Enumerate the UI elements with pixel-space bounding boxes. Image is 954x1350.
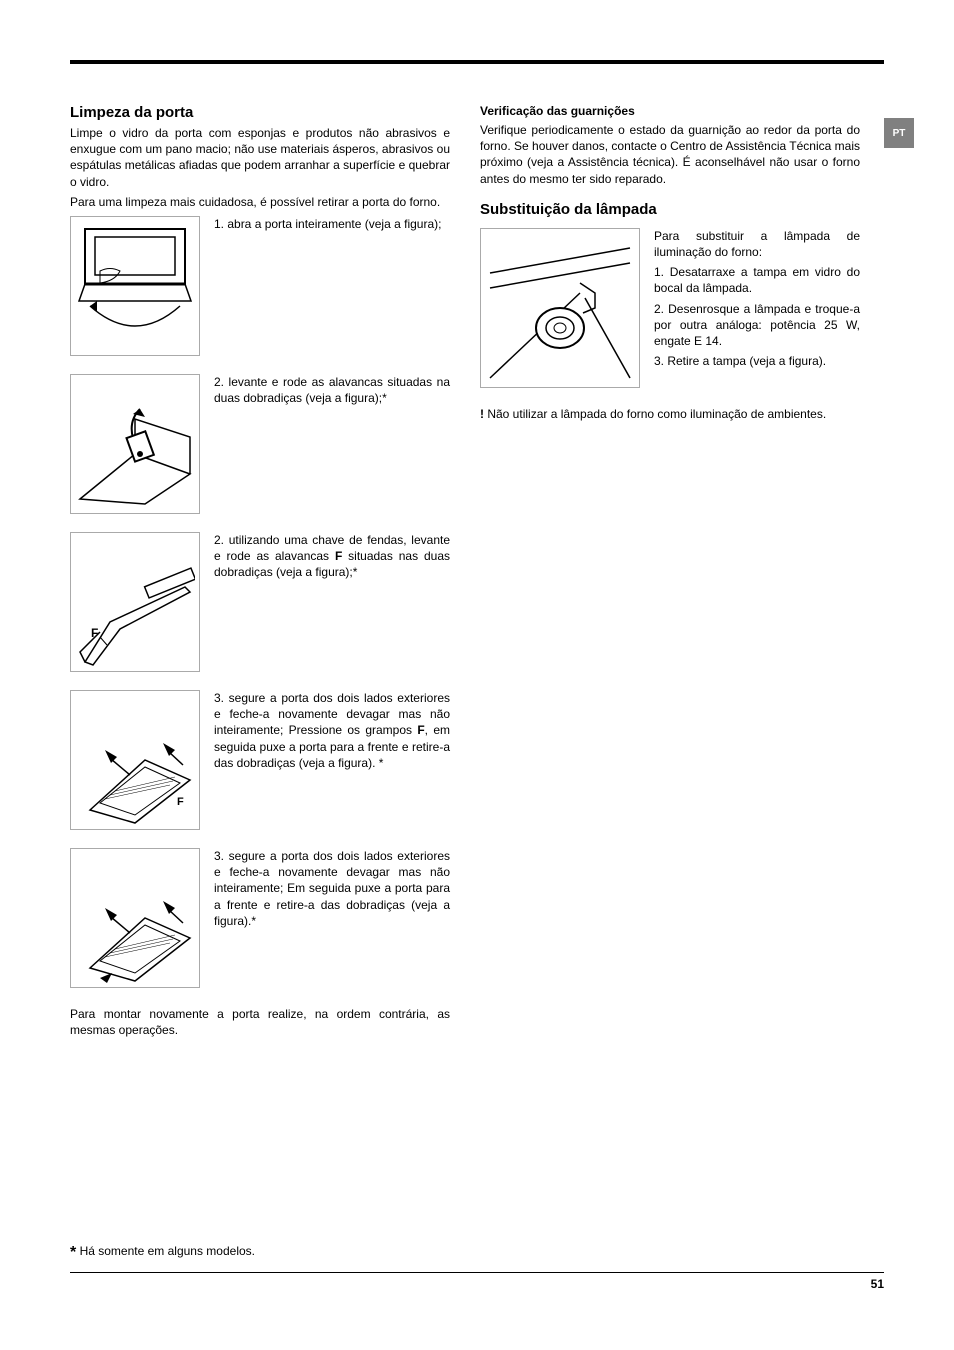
step-row-2b: F 2. utilizando uma chave de fendas, lev… xyxy=(70,532,450,672)
intro-paragraph-2: Para uma limpeza mais cuidadosa, é possí… xyxy=(70,194,450,210)
top-rule xyxy=(70,60,884,64)
step-row-2: 2. levante e rode as alavancas situadas … xyxy=(70,374,450,514)
figure-screwdriver-f: F xyxy=(70,532,200,672)
svg-text:F: F xyxy=(91,626,98,640)
heading-lampada: Substituição da lâmpada xyxy=(480,201,860,218)
step-row-1: 1. abra a porta inteiramente (veja a fig… xyxy=(70,216,450,356)
guarnicoes-text: Verifique periodicamente o estado da gua… xyxy=(480,122,860,187)
footnote: * Há somente em alguns modelos. xyxy=(70,1242,884,1264)
subheading-guarnicoes: Verificação das guarnições xyxy=(480,104,860,118)
step-row-3a: F 3. segure a porta dos dois lados exter… xyxy=(70,690,450,830)
left-column: Limpeza da porta Limpe o vidro da porta … xyxy=(70,104,450,1042)
step-row-3b: 3. segure a porta dos dois lados exterio… xyxy=(70,848,450,988)
footnote-area: * Há somente em alguns modelos. 51 xyxy=(70,1242,884,1291)
figure-lamp xyxy=(480,228,640,388)
figure-hinge-lever xyxy=(70,374,200,514)
lamp-intro: Para substituir a lâmpada de iluminação … xyxy=(654,228,860,260)
step-2b-text: 2. utilizando uma chave de fendas, levan… xyxy=(214,532,450,581)
step-1-text: 1. abra a porta inteiramente (veja a fig… xyxy=(214,216,450,232)
page-number: 51 xyxy=(70,1277,884,1291)
step-2-text: 2. levante e rode as alavancas situadas … xyxy=(214,374,450,406)
step-3a-text: 3. segure a porta dos dois lados exterio… xyxy=(214,690,450,771)
lamp-step-1: 1. Desatarraxe a tampa em vidro do bocal… xyxy=(654,264,860,296)
heading-limpeza: Limpeza da porta xyxy=(70,104,450,121)
bottom-rule xyxy=(70,1272,884,1273)
reassembly-note: Para montar novamente a porta realize, n… xyxy=(70,1006,450,1038)
lamp-row: Para substituir a lâmpada de iluminação … xyxy=(480,228,860,388)
language-tab: PT xyxy=(884,118,914,148)
lamp-step-2: 2. Desenrosque a lâmpada e troque-a por … xyxy=(654,301,860,350)
figure-remove-door xyxy=(70,848,200,988)
svg-text:F: F xyxy=(177,796,184,808)
lamp-warning: ! Não utilizar a lâmpada do forno como i… xyxy=(480,406,860,422)
step-3b-text: 3. segure a porta dos dois lados exterio… xyxy=(214,848,450,929)
figure-remove-door-f: F xyxy=(70,690,200,830)
right-column: Verificação das guarnições Verifique per… xyxy=(480,104,860,1042)
content-columns: Limpeza da porta Limpe o vidro da porta … xyxy=(70,104,884,1042)
lamp-step-3: 3. Retire a tampa (veja a figura). xyxy=(654,353,860,369)
intro-paragraph-1: Limpe o vidro da porta com esponjas e pr… xyxy=(70,125,450,190)
figure-open-door xyxy=(70,216,200,356)
